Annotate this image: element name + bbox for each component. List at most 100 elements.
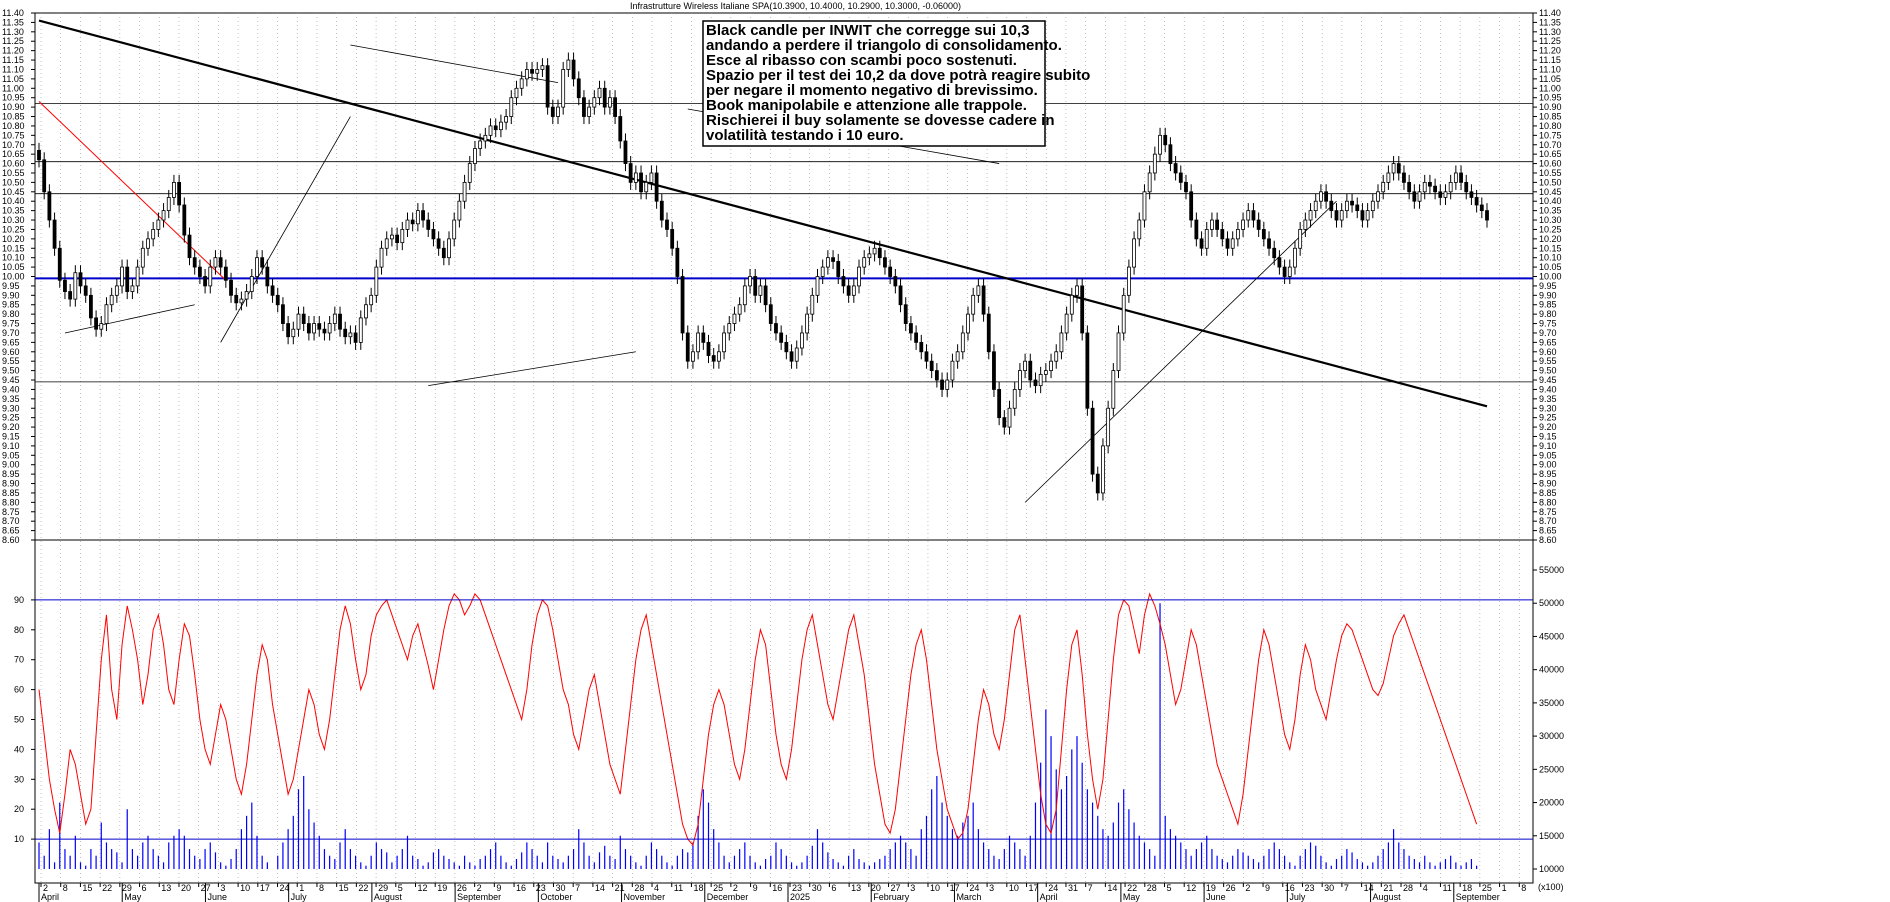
candle-body [909,323,913,334]
candle-body [405,219,410,230]
price-tick-label: 9.60 [1539,347,1557,357]
x-day-label: 9 [753,883,758,893]
candle-body [1246,210,1251,221]
x-month-label: February [873,892,910,902]
x-month-label: August [374,892,403,902]
candle-body [172,181,176,198]
candle-body [1469,191,1474,198]
candle-body [78,272,83,287]
x-month-label: April [1040,892,1058,902]
candle-body [1428,181,1432,187]
x-day-label: 5 [1167,883,1172,893]
price-tick-label: 10.55 [2,168,25,178]
price-tick-label: 10.85 [2,112,25,122]
candle-body [1485,210,1489,221]
candle-body [841,276,846,287]
x-day-label: 7 [575,883,580,893]
candle-body [374,266,379,296]
candle-body [1033,379,1038,387]
candle-body [327,323,332,334]
candle-body [63,279,67,292]
price-tick-label: 8.75 [1539,507,1557,517]
price-tick-label: 9.30 [1539,403,1557,413]
x-day-label: 2 [477,883,482,893]
price-tick-label: 9.15 [2,431,20,441]
candle-body [1121,294,1126,334]
price-tick-label: 11.40 [1539,8,1561,18]
x-day-label: 27 [891,883,901,893]
trend-line [428,351,636,387]
price-tick-label: 9.00 [2,460,20,470]
candle-body [530,69,534,74]
candle-body [1303,219,1308,230]
price-tick-label: 11.30 [1539,27,1561,37]
price-tick-label: 9.25 [2,413,20,423]
candle-body [732,313,737,324]
price-tick-label: 10.50 [1539,177,1562,187]
x-day-label: 14 [1364,883,1374,893]
candle-body [436,238,441,249]
x-day-label: 13 [161,883,171,893]
price-tick-label: 10.75 [1539,130,1562,140]
candle-body [1090,407,1095,475]
candle-body [774,323,778,334]
price-tick-label: 9.40 [2,384,20,394]
x-day-label: 15 [82,883,92,893]
candle-body [820,266,825,277]
price-tick-label: 10.05 [2,262,25,272]
price-tick-label: 9.30 [2,403,20,413]
candle-body [1324,191,1329,202]
x-day-label: 28 [1147,883,1157,893]
x-month-label: May [1123,892,1141,902]
x-day-label: 1 [299,883,304,893]
annotation-box: Black candle per INWIT che corregge sui … [702,20,1090,147]
volume-tick-label: 55000 [1539,565,1564,575]
price-tick-label: 9.35 [1539,394,1557,404]
candle-body [135,266,140,287]
candle-body [1308,210,1313,221]
price-tick-label: 9.45 [1539,375,1557,385]
axes: 8.608.608.658.658.708.708.758.758.808.80… [2,8,1564,874]
candle-body [1282,266,1287,277]
x-day-label: 19 [1206,883,1216,893]
candle-body [659,200,664,221]
price-tick-label: 8.80 [2,497,20,507]
x-day-label: 30 [1324,883,1334,893]
price-tick-label: 9.85 [2,300,20,310]
price-tick-label: 10.35 [2,206,25,216]
candle-body [1433,185,1438,193]
volume-tick-label: 10000 [1539,864,1564,874]
x-day-label: 15 [339,883,349,893]
candle-body [950,360,955,381]
oscillator-tick-label: 30 [14,774,24,784]
x-day-label: 17 [260,883,270,893]
x-day-label: 13 [851,883,861,893]
x-day-label: 9 [496,883,501,893]
candle-body [1417,191,1422,202]
volume-tick-label: 35000 [1539,698,1564,708]
candle-body [966,313,970,334]
candle-body [1173,163,1178,174]
price-tick-label: 10.10 [2,253,25,263]
annotation-line: Esce al ribasso con scambi poco sostenut… [706,52,1017,69]
candle-body [1220,229,1225,240]
candle-body [1396,163,1401,174]
candle-body [623,140,628,164]
candle-body [981,285,986,315]
candle-body [52,219,57,249]
x-day-label: 7 [1344,883,1349,893]
price-tick-label: 11.25 [2,36,24,46]
x-day-label: 20 [871,883,881,893]
price-tick-label: 9.80 [1539,309,1557,319]
candle-body [99,323,104,330]
candle-body [447,238,451,259]
price-tick-label: 10.50 [2,177,25,187]
x-day-label: 4 [1423,883,1428,893]
candle-body [571,59,576,80]
candle-body [244,291,249,300]
price-tick-label: 11.15 [2,55,24,65]
candle-body [597,87,602,99]
candle-body [675,247,680,277]
candle-body [1142,191,1147,221]
candle-body [1391,163,1396,174]
